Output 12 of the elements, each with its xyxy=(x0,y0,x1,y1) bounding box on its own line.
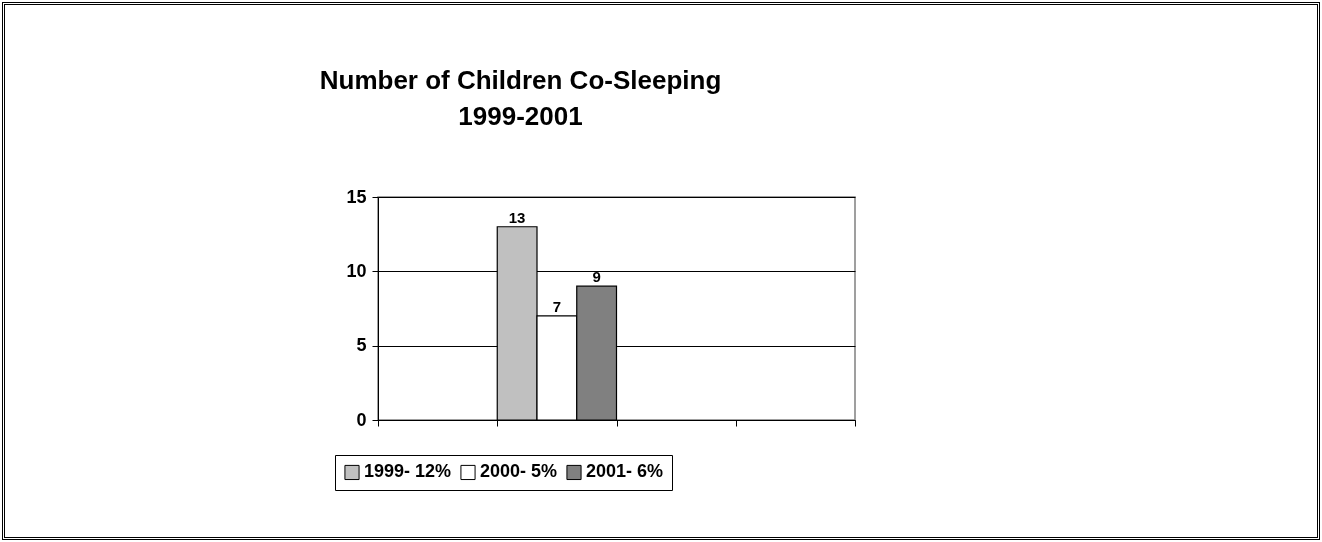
legend-label: 2000- 5% xyxy=(480,461,558,482)
legend-label: 1999- 12% xyxy=(364,461,452,482)
y-tick-label: 10 xyxy=(346,260,367,281)
y-tick-label: 0 xyxy=(356,409,367,430)
y-tick-label: 15 xyxy=(346,186,367,207)
data-label: 9 xyxy=(592,268,601,286)
text: 1999-2001 xyxy=(458,101,583,131)
data-label: 7 xyxy=(552,297,562,315)
y-tick-label: 5 xyxy=(356,335,367,356)
text: Number of Children Co-Sleeping xyxy=(319,65,722,95)
legend-label: 2001- 6% xyxy=(586,461,664,482)
data-label: 13 xyxy=(508,208,526,226)
